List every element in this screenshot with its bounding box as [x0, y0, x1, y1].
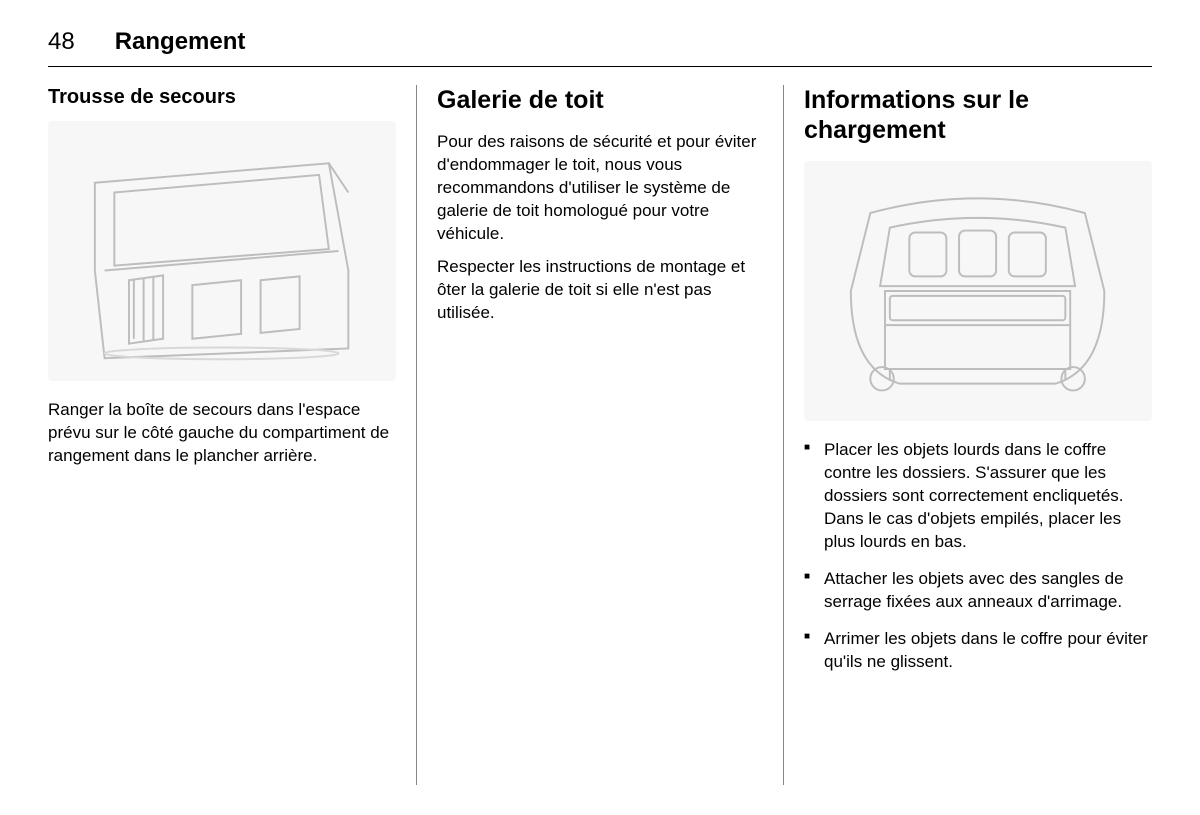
- page-header: 48 Rangement: [48, 28, 1152, 67]
- col2-heading: Galerie de toit: [437, 85, 763, 115]
- storage-compartment-icon: [65, 134, 378, 368]
- col2-para1: Pour des raisons de sécurité et pour évi…: [437, 131, 763, 246]
- rear-cargo-icon: [821, 174, 1134, 408]
- page-number: 48: [48, 28, 75, 56]
- col2-para2: Respecter les instructions de montage et…: [437, 256, 763, 325]
- col1-heading: Trousse de secours: [48, 85, 396, 109]
- col3-heading: Informations sur le chargement: [804, 85, 1152, 145]
- column-2: Galerie de toit Pour des raisons de sécu…: [416, 85, 784, 785]
- column-3: Informations sur le chargement: [784, 85, 1152, 785]
- figure-storage-compartment: [48, 121, 396, 381]
- content-columns: Trousse de secours Rang: [48, 85, 1152, 785]
- figure-rear-cargo: [804, 161, 1152, 421]
- column-1: Trousse de secours Rang: [48, 85, 416, 785]
- col3-bullet-list: Placer les objets lourds dans le coffre …: [804, 439, 1152, 673]
- list-item: Placer les objets lourds dans le coffre …: [804, 439, 1152, 554]
- chapter-title: Rangement: [115, 28, 246, 56]
- list-item: Arrimer les objets dans le coffre pour é…: [804, 628, 1152, 674]
- col1-body: Ranger la boîte de secours dans l'espace…: [48, 399, 396, 468]
- list-item: Attacher les objets avec des sangles de …: [804, 568, 1152, 614]
